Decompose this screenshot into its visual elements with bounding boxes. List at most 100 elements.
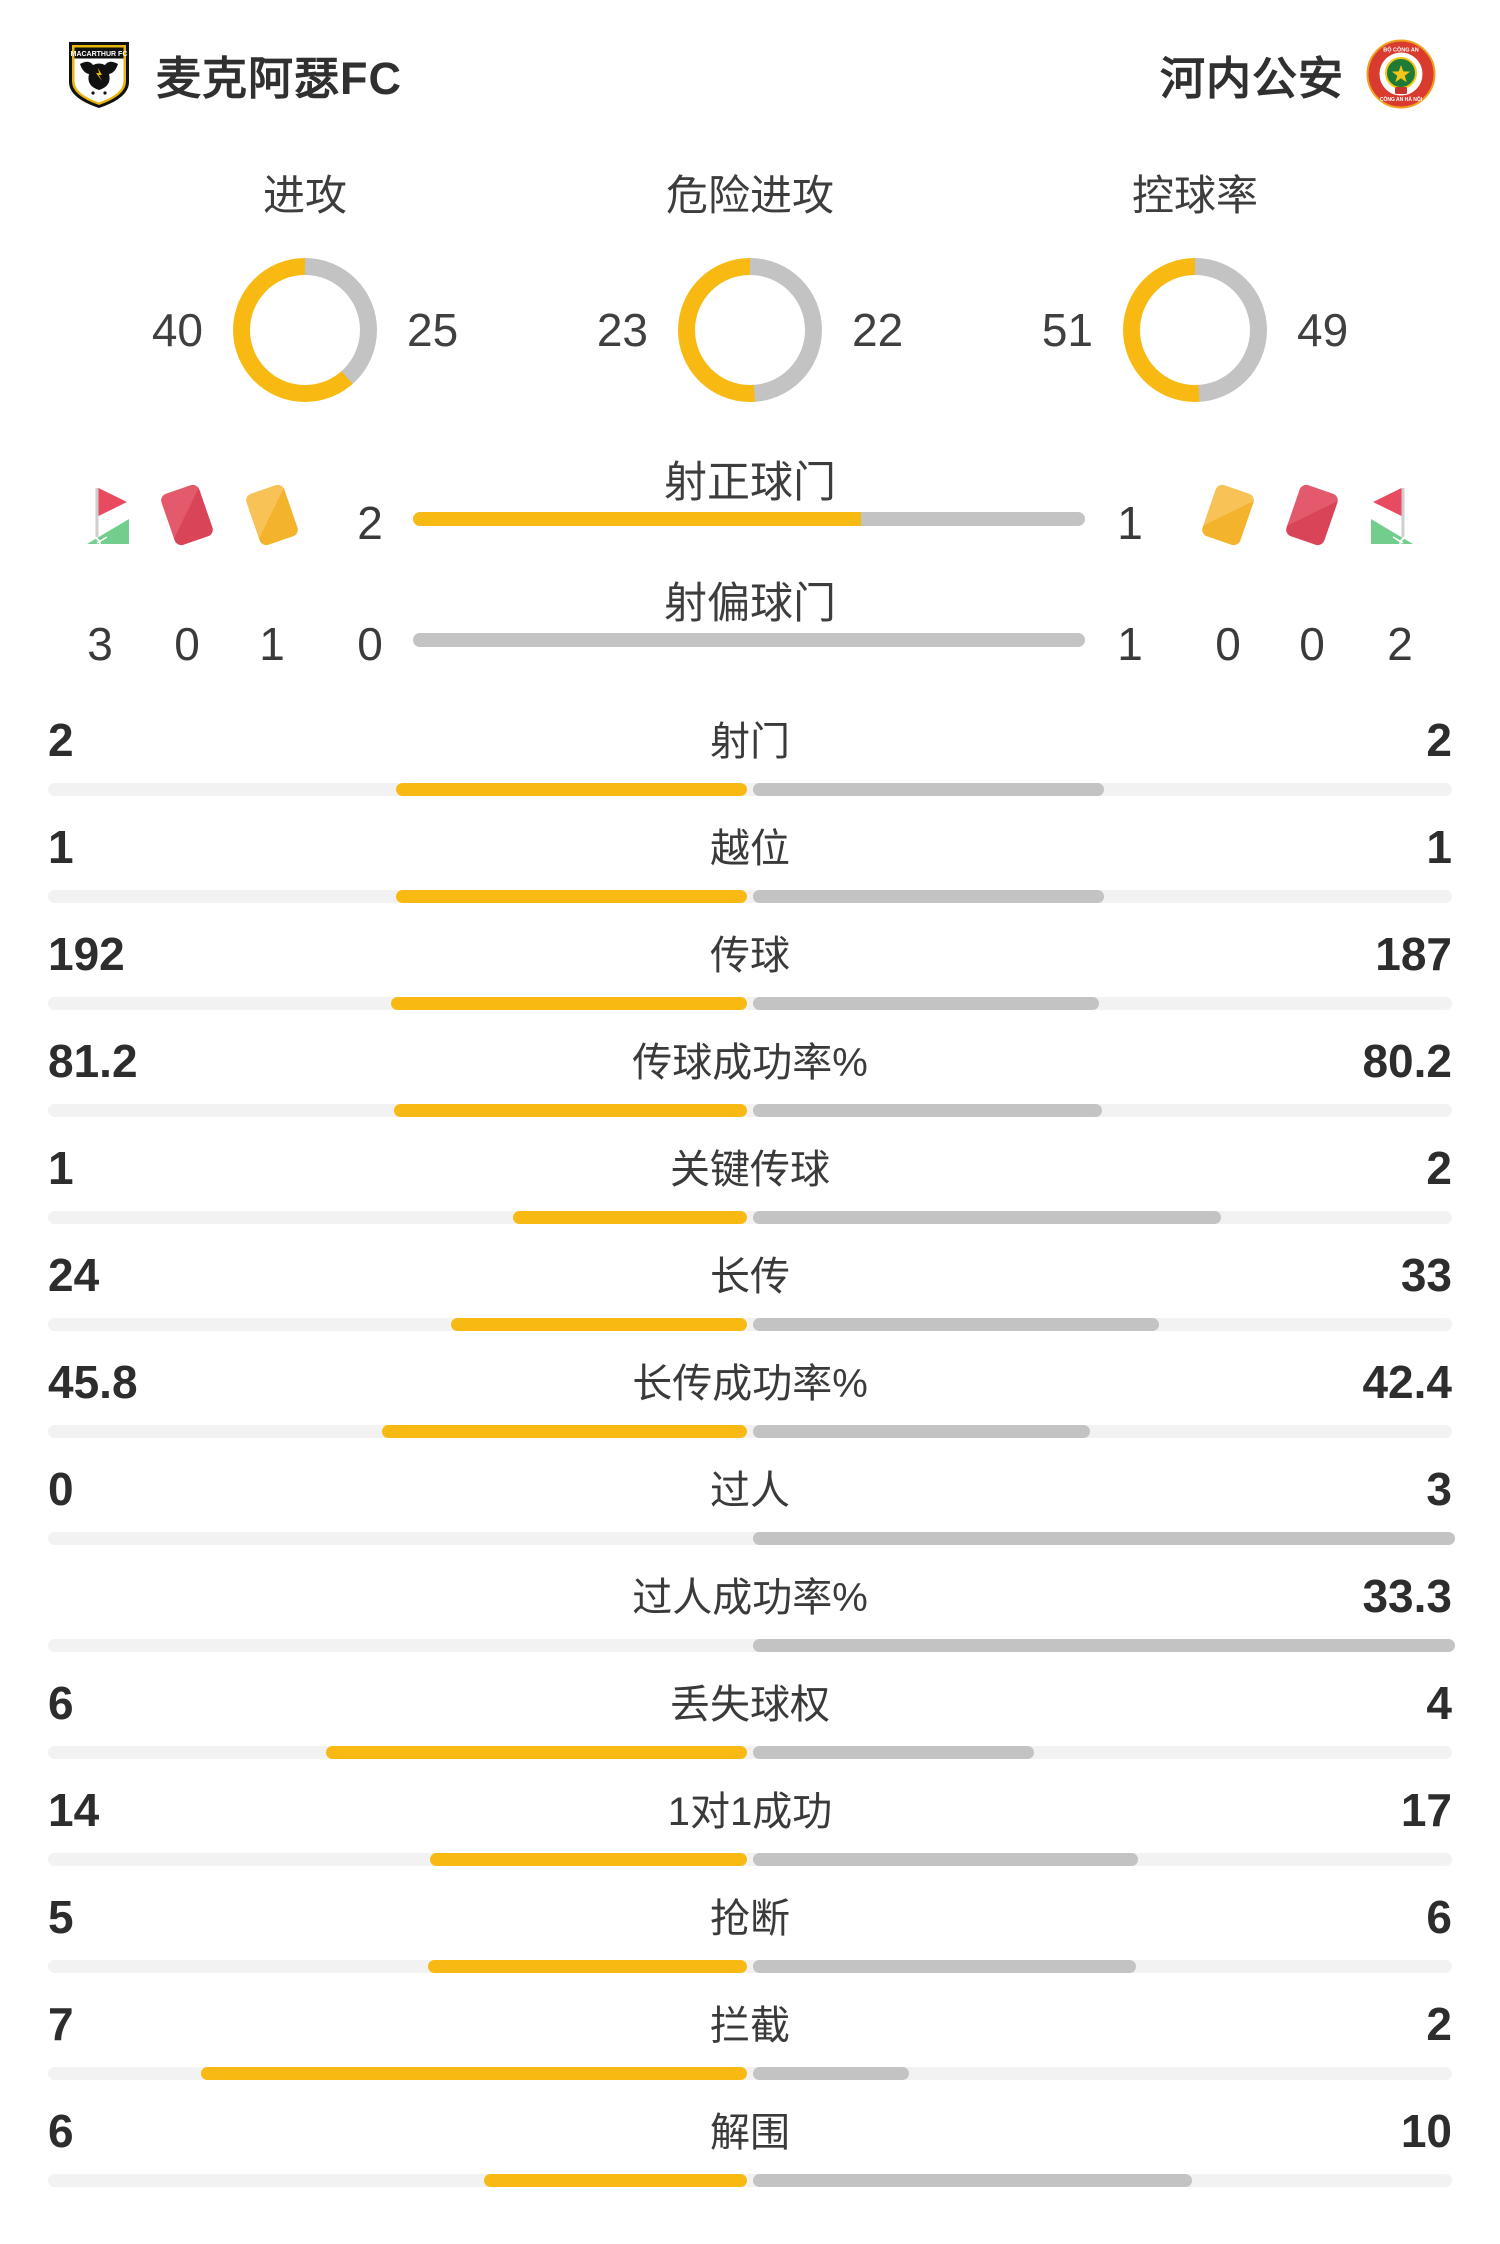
stat-bar-away	[753, 1211, 1221, 1224]
stat-bar-away	[753, 1425, 1090, 1438]
stat-label: 长传成功率%	[632, 1362, 868, 1406]
stat-away-value: 187	[1375, 928, 1452, 980]
possession-title: 控球率	[1131, 172, 1258, 219]
stat-label: 丢失球权	[670, 1683, 830, 1727]
attacks-chart: 进攻 40 25	[83, 170, 528, 402]
stat-home-value: 1	[48, 821, 74, 873]
stat-home-value: 24	[48, 1249, 100, 1301]
shots-on-target-label: 射正球门	[664, 459, 836, 507]
dangerous-attacks-away-value: 22	[852, 304, 904, 356]
home-corners-count: 3	[87, 618, 113, 670]
stat-label: 1对1成功	[667, 1790, 833, 1834]
stat-row: 5 抢断 6	[0, 1894, 1500, 1984]
stat-bar-track	[48, 1211, 1452, 1224]
svg-text:BỘ CÔNG AN: BỘ CÔNG AN	[1383, 46, 1419, 54]
home-yellow-cards-count: 1	[259, 618, 285, 670]
stat-row: 81.2 传球成功率% 80.2	[0, 1038, 1500, 1128]
stat-bar-home	[201, 2067, 747, 2080]
away-team-name: 河内公安	[1159, 52, 1344, 104]
stat-bar-away	[753, 997, 1099, 1010]
stat-home-value: 5	[48, 1891, 74, 1943]
svg-text:MACARTHUR FC: MACARTHUR FC	[71, 51, 128, 58]
shots-off-target-bar	[413, 633, 1085, 647]
possession-home-value: 51	[1041, 304, 1093, 356]
home-red-card-icon	[159, 482, 215, 548]
stat-home-value: 0	[48, 1463, 74, 1515]
stat-away-value: 4	[1426, 1677, 1452, 1729]
stat-bar-home	[430, 1853, 747, 1866]
home-team-logo-icon: MACARTHUR FC	[64, 38, 134, 110]
stat-row: 2 射门 2	[0, 717, 1500, 807]
stat-row: 6 解围 10	[0, 2108, 1500, 2198]
stat-bar-away	[753, 1104, 1102, 1117]
stat-row: 6 丢失球权 4	[0, 1680, 1500, 1770]
stat-row: 192 传球 187	[0, 931, 1500, 1021]
home-yellow-card-icon	[244, 482, 300, 548]
stat-bar-home	[513, 1211, 747, 1224]
stat-home-value: 1	[48, 1142, 74, 1194]
away-red-card-icon	[1284, 482, 1340, 548]
dangerous-attacks-home-value: 23	[596, 304, 648, 356]
attacks-away-value: 25	[407, 304, 459, 356]
stat-bar-away	[753, 783, 1104, 796]
stat-bar-home	[396, 890, 747, 903]
stat-home-value: 45.8	[48, 1356, 138, 1408]
stat-bar-track	[48, 2174, 1452, 2187]
stat-bar-away	[753, 1960, 1136, 1973]
stat-bar-away	[753, 2067, 909, 2080]
stat-bar-track	[48, 1960, 1452, 1973]
stat-label: 长传	[710, 1255, 790, 1299]
attacks-donut-chart	[233, 258, 377, 402]
stat-row: 14 1对1成功 17	[0, 1787, 1500, 1877]
stat-away-value: 2	[1426, 714, 1452, 766]
stat-away-value: 1	[1426, 821, 1452, 873]
possession-away-value: 49	[1297, 304, 1349, 356]
shots-off-target-home-value: 0	[357, 618, 383, 670]
stat-bar-home	[484, 2174, 747, 2187]
stat-bar-away	[753, 2174, 1192, 2187]
away-corner-flag-icon	[1371, 486, 1429, 551]
stat-bar-track	[48, 997, 1452, 1010]
stat-home-value: 6	[48, 2105, 74, 2157]
stat-home-value: 14	[48, 1784, 100, 1836]
stat-away-value: 33	[1400, 1249, 1452, 1301]
stat-label: 拦截	[710, 2004, 790, 2048]
stat-away-value: 10	[1400, 2105, 1452, 2157]
home-team-name: 麦克阿瑟FC	[156, 52, 402, 104]
stat-bar-home	[326, 1746, 747, 1759]
stat-label: 射门	[710, 720, 790, 764]
stat-bar-home	[382, 1425, 747, 1438]
stat-row: 7 拦截 2	[0, 2001, 1500, 2091]
stat-label: 抢断	[710, 1897, 790, 1941]
stat-bar-track	[48, 1853, 1452, 1866]
stat-label: 过人	[710, 1469, 790, 1513]
stat-away-value: 80.2	[1362, 1035, 1452, 1087]
stat-bar-away	[753, 1746, 1034, 1759]
away-team[interactable]: BỘ CÔNG AN CÔNG AN HÀ NỘI 河内公安	[1160, 38, 1436, 110]
dangerous-attacks-title: 危险进攻	[665, 172, 834, 219]
stat-home-value: 7	[48, 1998, 74, 2050]
svg-text:CÔNG AN HÀ NỘI: CÔNG AN HÀ NỘI	[1380, 95, 1423, 103]
away-team-logo-icon: BỘ CÔNG AN CÔNG AN HÀ NỘI	[1366, 38, 1436, 110]
shots-on-target-bar	[413, 512, 1085, 526]
stat-label: 越位	[710, 827, 790, 871]
home-team[interactable]: MACARTHUR FC 麦克阿瑟FC	[64, 38, 402, 110]
stat-label: 关键传球	[670, 1148, 830, 1192]
stat-bar-track	[48, 1746, 1452, 1759]
stat-away-value: 42.4	[1362, 1356, 1452, 1408]
possession-donut-chart	[1123, 258, 1267, 402]
stat-home-value: 6	[48, 1677, 74, 1729]
stat-bar-home	[391, 997, 747, 1010]
stat-bar-home	[394, 1104, 747, 1117]
header: MACARTHUR FC 麦克阿瑟FC BỘ CÔNG AN CÔ	[0, 38, 1500, 110]
stat-home-value: 2	[48, 714, 74, 766]
stat-home-value: 192	[48, 928, 125, 980]
stat-row: 45.8 长传成功率% 42.4	[0, 1359, 1500, 1449]
dangerous-attacks-chart: 危险进攻 23 22	[528, 170, 973, 402]
shots-off-target-label: 射偏球门	[664, 580, 836, 628]
dangerous-attacks-donut-chart	[678, 258, 822, 402]
stat-label: 过人成功率%	[632, 1576, 868, 1620]
stat-label: 传球成功率%	[632, 1041, 868, 1085]
away-red-cards-count: 0	[1299, 618, 1325, 670]
